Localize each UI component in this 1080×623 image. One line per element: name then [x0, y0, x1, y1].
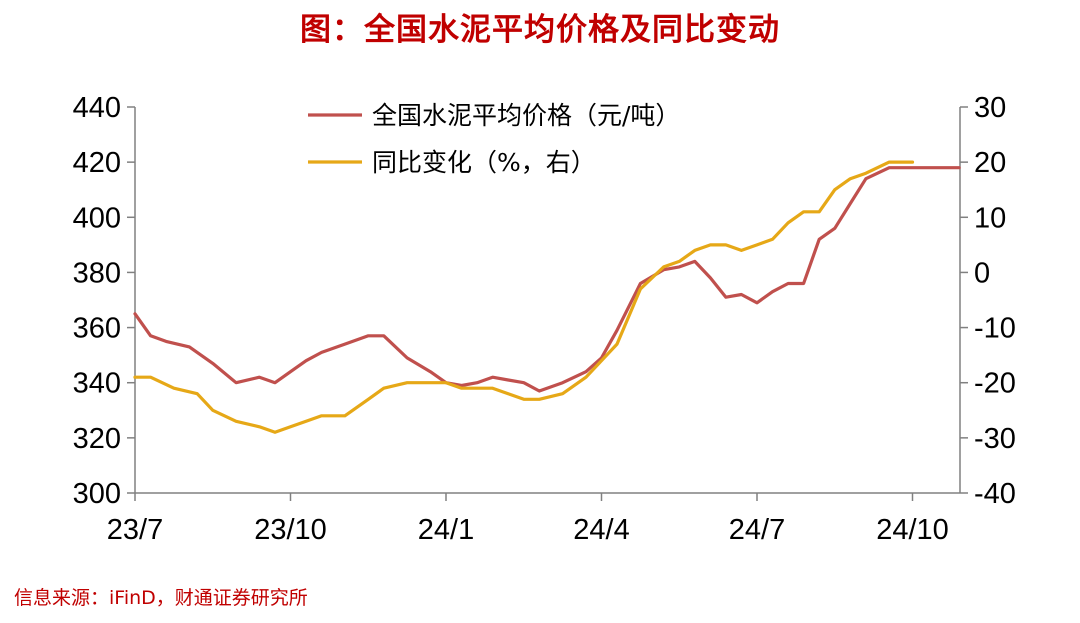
y-right-tick-label: 10 [974, 202, 1006, 234]
y-right-tick-label: 30 [974, 92, 1006, 124]
legend-label-0: 全国水泥平均价格（元/吨） [372, 101, 680, 130]
x-tick-label: 23/10 [254, 514, 327, 546]
y-right-tick-label: -10 [974, 313, 1016, 345]
y-right-tick-label: -20 [974, 368, 1016, 400]
y-left-tick-label: 400 [73, 202, 121, 234]
x-tick-label: 23/7 [107, 514, 163, 546]
y-left-tick-label: 300 [73, 478, 121, 510]
y-right-tick-label: -30 [974, 423, 1016, 455]
chart-title: 图：全国水泥平均价格及同比变动 [300, 12, 780, 48]
y-right-tick-label: 0 [974, 257, 990, 289]
x-tick-label: 24/1 [418, 514, 474, 546]
price-series-line [133, 166, 961, 393]
y-right-tick-label: 20 [974, 147, 1006, 179]
y-left-tick-label: 340 [73, 368, 121, 400]
legend-label-1: 同比变化（%，右） [372, 148, 596, 177]
y-left-tick-label: 440 [73, 92, 121, 124]
y-left-tick-label: 420 [73, 147, 121, 179]
y-left-tick-label: 380 [73, 257, 121, 289]
y-left-tick-label: 320 [73, 423, 121, 455]
y-right-tick-label: -40 [974, 478, 1016, 510]
y-left-tick-label: 360 [73, 313, 121, 345]
x-tick-label: 24/10 [876, 514, 949, 546]
x-tick-label: 24/7 [729, 514, 785, 546]
source-note: 信息来源：iFinD，财通证券研究所 [14, 587, 308, 609]
yoy-series-line [133, 160, 915, 434]
x-tick-label: 24/4 [573, 514, 629, 546]
